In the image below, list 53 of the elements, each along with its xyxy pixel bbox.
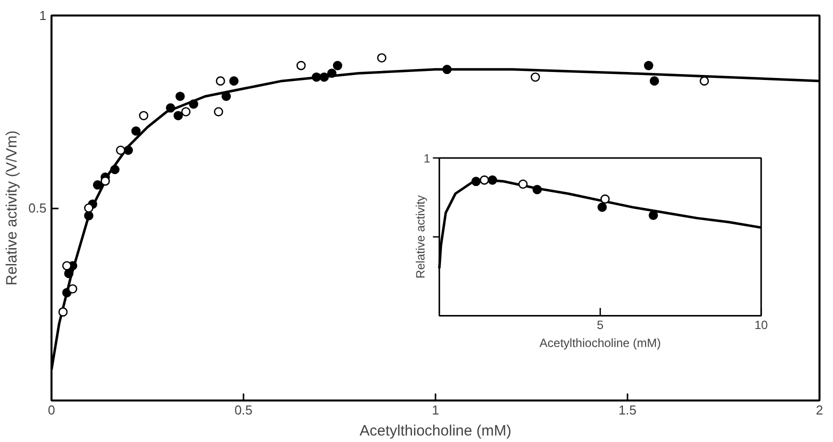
x-tick-label: 0: [48, 402, 56, 418]
x-axis-title: Acetylthiocholine (mM): [540, 336, 661, 350]
point: [214, 107, 224, 116]
point: [84, 211, 94, 220]
point: [100, 176, 110, 186]
point: [116, 146, 126, 155]
x-axis-title: Acetylthiocholine (mM): [360, 422, 512, 440]
point: [600, 194, 610, 204]
point: [442, 64, 452, 74]
point: [181, 107, 191, 116]
point: [650, 76, 660, 86]
point: [110, 164, 120, 174]
point: [377, 53, 386, 62]
point: [62, 261, 72, 270]
point: [68, 284, 78, 294]
point: [532, 184, 542, 194]
point: [92, 180, 102, 190]
point: [518, 179, 528, 189]
point: [488, 175, 498, 185]
point: [174, 110, 183, 120]
point: [296, 60, 306, 70]
point: [58, 307, 68, 317]
point: [598, 202, 607, 212]
point: [188, 99, 198, 109]
x-tick-label: 1: [432, 402, 440, 418]
point: [480, 175, 490, 185]
point: [175, 92, 185, 101]
y-axis-title: Relative activity (V/Vm): [3, 130, 20, 286]
point: [139, 110, 148, 120]
point: [332, 60, 342, 70]
point: [644, 60, 654, 70]
x-tick-label: 2: [816, 402, 824, 418]
point: [216, 76, 226, 86]
point: [471, 176, 481, 186]
y-axis-title: Relative activity: [413, 195, 428, 279]
point: [327, 68, 336, 78]
point: [319, 72, 329, 82]
point: [530, 72, 540, 82]
point: [700, 76, 709, 86]
x-tick-label: 1.5: [618, 402, 637, 418]
point: [229, 76, 239, 86]
x-tick-label: 0.5: [234, 402, 253, 418]
x-tick-label: 5: [596, 318, 604, 332]
point: [124, 146, 133, 155]
point: [131, 126, 141, 136]
point: [222, 92, 231, 101]
point: [166, 103, 176, 113]
x-tick-label: 10: [754, 318, 768, 332]
point: [84, 203, 94, 213]
point: [648, 210, 658, 220]
point: [312, 72, 322, 82]
annotation: 1: [424, 151, 431, 166]
point: [64, 268, 74, 278]
